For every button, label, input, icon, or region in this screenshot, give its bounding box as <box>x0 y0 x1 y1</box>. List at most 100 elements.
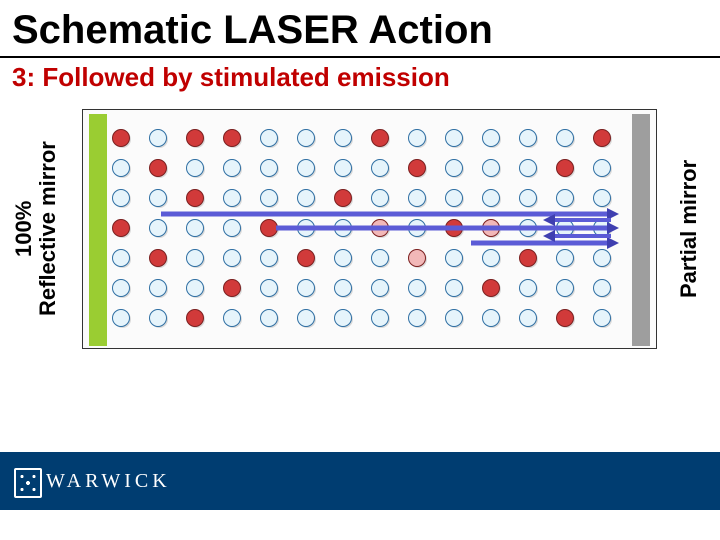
atom <box>113 190 130 207</box>
atom <box>446 190 463 207</box>
atom <box>261 160 278 177</box>
atom <box>113 250 130 267</box>
atom <box>372 160 389 177</box>
atom <box>335 250 352 267</box>
slide-subtitle: 3: Followed by stimulated emission <box>0 58 720 99</box>
photon-arrow-head <box>607 237 619 249</box>
left-mirror-label: 100% Reflective mirror <box>12 109 72 349</box>
atom <box>335 130 352 147</box>
atom <box>594 130 611 147</box>
atom <box>557 190 574 207</box>
atom <box>150 190 167 207</box>
atom <box>409 280 426 297</box>
atom <box>187 130 204 147</box>
atom <box>446 160 463 177</box>
footer-band: WARWICK <box>0 452 720 510</box>
atom <box>224 310 241 327</box>
atom <box>520 280 537 297</box>
atom <box>113 220 130 237</box>
atom <box>224 250 241 267</box>
photon-arrow-head <box>543 230 555 242</box>
atom <box>557 310 574 327</box>
atom <box>409 250 426 267</box>
atom <box>557 160 574 177</box>
atom <box>150 220 167 237</box>
atom <box>261 280 278 297</box>
atom <box>261 220 278 237</box>
atom <box>483 280 500 297</box>
partial-mirror <box>632 114 650 346</box>
atom <box>409 160 426 177</box>
atom <box>224 130 241 147</box>
atom <box>372 130 389 147</box>
atom <box>187 280 204 297</box>
atom <box>520 160 537 177</box>
atom <box>520 190 537 207</box>
atom <box>187 190 204 207</box>
atom <box>113 280 130 297</box>
photon-arrow-head <box>607 222 619 234</box>
atom <box>187 220 204 237</box>
atom <box>409 130 426 147</box>
atom <box>113 310 130 327</box>
title-divider: Schematic LASER Action <box>0 0 720 58</box>
atom <box>520 130 537 147</box>
atoms-svg <box>111 128 630 332</box>
atom <box>446 310 463 327</box>
atom <box>113 160 130 177</box>
atom <box>335 190 352 207</box>
atom <box>298 250 315 267</box>
atom <box>372 310 389 327</box>
atom <box>372 250 389 267</box>
atom <box>298 130 315 147</box>
atom <box>483 130 500 147</box>
atom <box>409 310 426 327</box>
atom <box>298 280 315 297</box>
atom <box>224 160 241 177</box>
atom <box>335 310 352 327</box>
atom <box>150 130 167 147</box>
atom <box>557 280 574 297</box>
atom <box>372 190 389 207</box>
atom <box>409 190 426 207</box>
atom <box>261 130 278 147</box>
atom <box>335 280 352 297</box>
atom <box>372 280 389 297</box>
atom <box>261 190 278 207</box>
atom <box>224 280 241 297</box>
atom <box>557 250 574 267</box>
atom <box>594 310 611 327</box>
atom <box>187 160 204 177</box>
atom <box>298 160 315 177</box>
atom <box>594 160 611 177</box>
atom <box>483 250 500 267</box>
atom <box>594 190 611 207</box>
warwick-logo: WARWICK <box>18 470 171 493</box>
slide-root: Schematic LASER Action 3: Followed by st… <box>0 0 720 540</box>
atom <box>520 310 537 327</box>
atom <box>483 160 500 177</box>
atom <box>298 190 315 207</box>
atom <box>335 160 352 177</box>
atom <box>594 280 611 297</box>
atom <box>150 310 167 327</box>
atom <box>483 190 500 207</box>
atom <box>150 250 167 267</box>
atom <box>261 250 278 267</box>
atom <box>224 190 241 207</box>
right-mirror-label: Partial mirror <box>676 109 708 349</box>
atom <box>224 220 241 237</box>
atom <box>113 130 130 147</box>
atom <box>150 160 167 177</box>
atom <box>446 130 463 147</box>
atom <box>594 250 611 267</box>
full-reflective-mirror <box>89 114 107 346</box>
atom <box>446 250 463 267</box>
atom <box>520 250 537 267</box>
slide-title: Schematic LASER Action <box>12 0 708 56</box>
laser-cavity <box>82 109 657 349</box>
atom <box>261 310 278 327</box>
atom <box>150 280 167 297</box>
atom <box>483 310 500 327</box>
atom <box>557 130 574 147</box>
